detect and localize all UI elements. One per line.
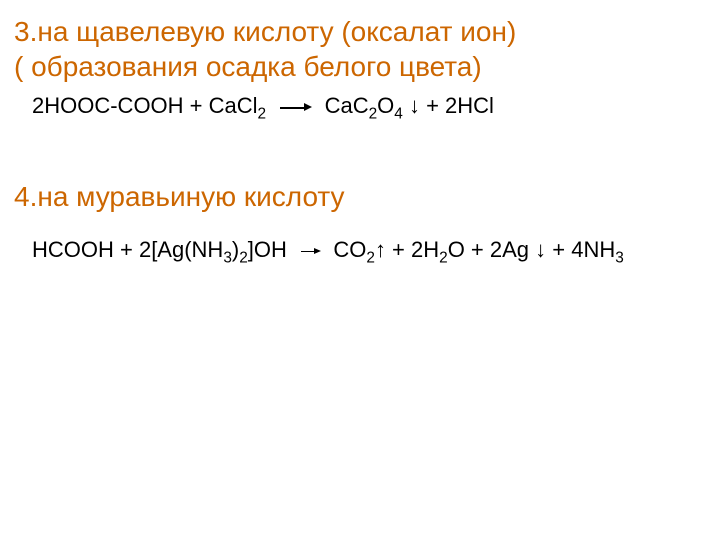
eq4-sub3b: 3 bbox=[615, 249, 624, 266]
eq3-sub2b: 2 bbox=[369, 105, 378, 122]
section4-heading-text: 4.на муравьиную кислоту bbox=[14, 181, 345, 212]
eq4-lhs-a: HCOOH + 2[Ag(NH bbox=[32, 237, 223, 262]
eq4-sub2b: 2 bbox=[366, 249, 375, 266]
eq3-rhs-c: O bbox=[377, 93, 394, 118]
eq3-rhs-d: ↓ + 2HCl bbox=[403, 93, 494, 118]
equation-4: HCOOH + 2[Ag(NH3)2]OH CO2↑ + 2H2O + 2Ag … bbox=[32, 236, 706, 265]
reaction-arrow-icon bbox=[278, 96, 312, 118]
eq3-lhs-a: 2HOOC-COOH + Ca bbox=[32, 93, 237, 118]
eq4-sub3a: 3 bbox=[223, 249, 232, 266]
section3-heading-line1: 3.на щавелевую кислоту (оксалат ион) bbox=[14, 16, 516, 47]
equation-3: 2HOOC-COOH + CaCl2 CaC2O4 ↓ + 2HCl bbox=[32, 92, 706, 121]
eq4-rhs-a: CO bbox=[333, 237, 366, 262]
section4-heading: 4.на муравьиную кислоту bbox=[14, 179, 706, 214]
slide: 3.на щавелевую кислоту (оксалат ион) ( о… bbox=[0, 0, 720, 540]
eq3-rhs-a: Ca bbox=[325, 93, 353, 118]
reaction-arrow-icon bbox=[299, 240, 321, 262]
eq4-lhs-c: ]OH bbox=[248, 237, 287, 262]
eq4-rhs-b: ↑ + 2H bbox=[375, 237, 439, 262]
eq4-rhs-c: O + 2Ag ↓ + 4NH bbox=[448, 237, 616, 262]
section3-heading: 3.на щавелевую кислоту (оксалат ион) ( о… bbox=[14, 14, 706, 84]
eq3-sub4: 4 bbox=[394, 105, 403, 122]
eq4-sub2c: 2 bbox=[439, 249, 448, 266]
eq4-sub2a: 2 bbox=[239, 249, 248, 266]
section3-heading-line2: ( образования осадка белого цвета) bbox=[14, 51, 482, 82]
eq3-rhs-b: C bbox=[353, 93, 369, 118]
eq3-sub2a: 2 bbox=[258, 105, 267, 122]
eq3-lhs-b: Cl bbox=[237, 93, 258, 118]
